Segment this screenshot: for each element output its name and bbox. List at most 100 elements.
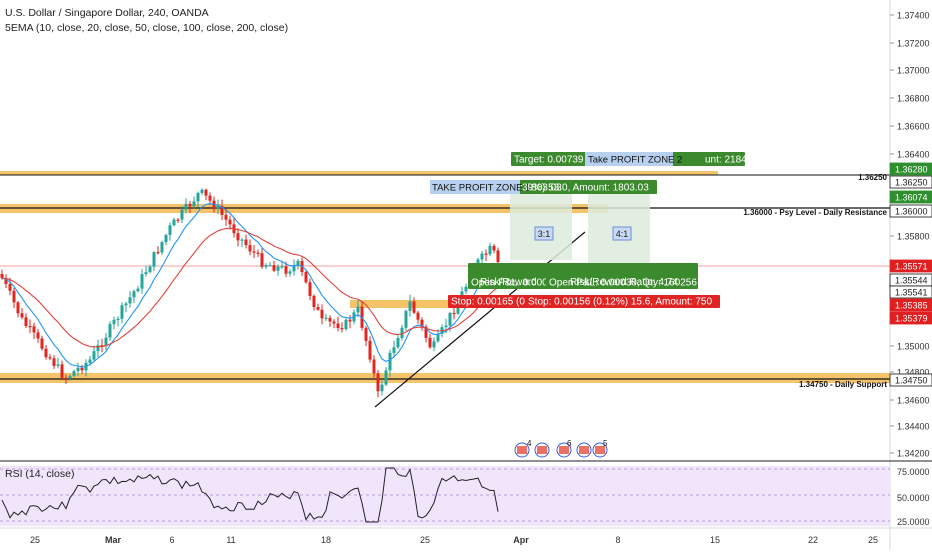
price-tick-label: 1.35000 <box>897 342 930 352</box>
price-badge <box>889 162 932 176</box>
rsi-tick-label: 75.0000 <box>897 467 930 477</box>
price-badge-label: 1.36000 <box>895 207 928 217</box>
rsi-tick-label: 25.0000 <box>897 517 930 527</box>
candle-body <box>128 297 132 304</box>
candle-body <box>48 357 52 359</box>
candle-body <box>292 265 296 272</box>
candle-body <box>236 233 240 241</box>
candle-body <box>28 325 32 328</box>
candle-body <box>88 359 92 363</box>
candle-body <box>24 317 28 326</box>
time-tick-label: Apr <box>513 535 529 545</box>
candle-body <box>64 377 68 379</box>
candle-body <box>312 295 316 308</box>
candle-body <box>0 274 4 279</box>
candle-body <box>224 214 228 220</box>
event-flag-icon <box>559 446 569 454</box>
candle-body <box>384 370 388 385</box>
price-badge-label: 1.35544 <box>895 276 928 286</box>
candle-body <box>176 219 180 221</box>
rsi-background <box>0 466 890 526</box>
candle-body <box>284 266 288 274</box>
candle-body <box>16 302 20 314</box>
price-tick-label: 1.34400 <box>897 422 930 432</box>
event-flag-icon <box>579 446 589 454</box>
price-badge-label: 1.36074 <box>895 193 928 203</box>
candle-body <box>96 345 100 352</box>
candle-body <box>220 206 224 215</box>
candle-body <box>264 265 268 267</box>
candle-body <box>112 319 116 325</box>
candle-body <box>44 348 48 358</box>
trade2-stop: Stop: 0.00156 (0.12%) 15.6, Amount: 750 <box>528 297 712 308</box>
price-tick-label: 1.37400 <box>897 11 930 21</box>
candle-body <box>148 266 152 273</box>
price-tick-label: 1.34600 <box>897 396 930 406</box>
candle-body <box>208 195 212 201</box>
trade2-ratio-box <box>612 226 632 241</box>
price-badge-label: 1.35385 <box>895 301 928 311</box>
candle-body <box>144 272 148 275</box>
candle-body <box>316 307 320 310</box>
candle-body <box>104 337 108 347</box>
trade2-ratio-label: 4:1 <box>616 229 629 239</box>
candle-body <box>488 245 492 255</box>
ema-slow-line <box>1 227 499 348</box>
candle-body <box>68 375 72 379</box>
candle-body <box>168 225 172 235</box>
trade2-stop-box <box>525 295 720 308</box>
candle-body <box>396 337 400 348</box>
time-tick-label: 11 <box>226 535 235 545</box>
candle-body <box>120 305 124 319</box>
trade2-rr: Risk/Reward Ratio: 4.74 <box>570 277 678 288</box>
candle-body <box>108 324 112 338</box>
trade2-amount-text: unt: 2184.29 <box>705 155 761 166</box>
trade1-stop-box <box>448 295 538 308</box>
candle-body <box>240 239 244 241</box>
candle-body <box>376 373 380 392</box>
candle-body <box>380 384 384 392</box>
time-tick-label: 22 <box>808 535 818 545</box>
candle-body <box>432 341 436 348</box>
candle-body <box>52 358 56 366</box>
rsi-legend[interactable]: RSI (14, close) <box>5 468 75 480</box>
candle-body <box>348 319 352 322</box>
price-badge <box>889 373 932 387</box>
price-badge <box>889 285 932 299</box>
candle-body <box>392 347 396 353</box>
event-count: 4 <box>527 439 532 448</box>
trade1-profit-text: 39%) 53.0, Amount: 1803.03 <box>522 183 649 194</box>
time-tick-label: 25 <box>868 535 878 545</box>
candle-body <box>244 239 248 246</box>
candle-body <box>76 367 80 372</box>
price-badge <box>889 204 932 218</box>
price-tick-label: 1.37000 <box>897 66 930 76</box>
candle-body <box>320 309 324 319</box>
price-badge <box>889 311 932 325</box>
candle-body <box>484 253 488 255</box>
price-tick-label: 1.34200 <box>897 449 930 459</box>
candle-body <box>424 326 428 338</box>
candle-body <box>60 364 64 378</box>
candle-body <box>20 313 24 318</box>
candle-body <box>272 265 276 271</box>
candle-body <box>340 327 344 330</box>
candle-body <box>260 253 264 267</box>
indicator-legend[interactable]: 5EMA (10, close, 20, close, 50, close, 1… <box>5 22 289 34</box>
candle-body <box>464 286 468 292</box>
candle-body <box>412 301 416 313</box>
price-badge-label: 1.36280 <box>895 165 928 175</box>
event-flag-icon <box>537 446 547 454</box>
candle-body <box>496 250 500 263</box>
zone1-label: TAKE PROFIT ZONE 1 <box>432 183 530 194</box>
candle-body <box>4 278 8 284</box>
candle-body <box>308 282 312 296</box>
candle-body <box>296 260 300 266</box>
zone2-label-bg <box>585 152 673 166</box>
level-label-resistance: 1.36000 - Psy Level - Daily Resistance <box>743 208 887 217</box>
trade2-pnl-box <box>546 263 698 289</box>
candle-body <box>172 219 176 226</box>
price-badge-label: 1.36250 <box>895 178 928 188</box>
